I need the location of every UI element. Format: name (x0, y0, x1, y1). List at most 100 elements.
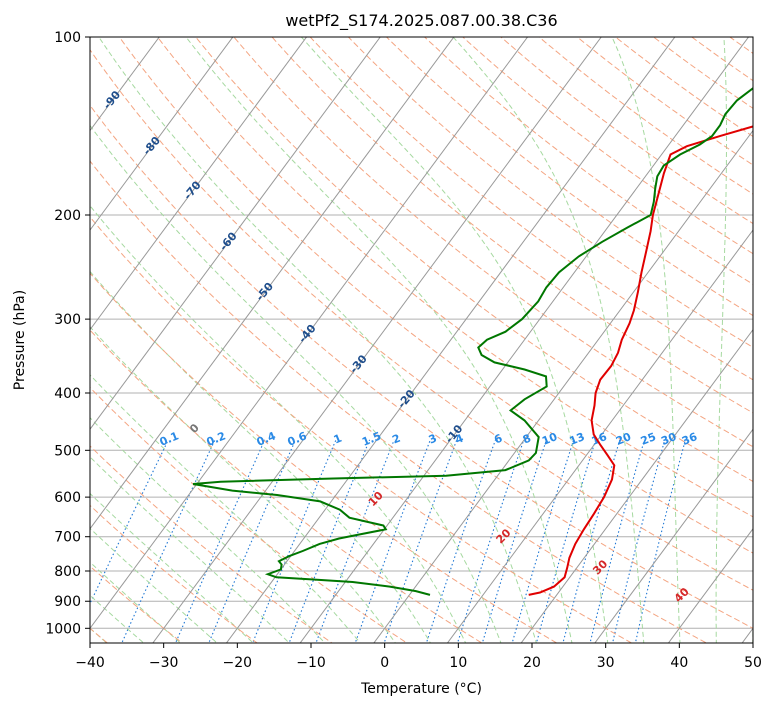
isotherm--90 (90, 37, 160, 132)
mixing-ratio-labels: 0.1 0.2 0.4 0.6 1 1.5 2 3 4 6 8 10 13 16 20 25 30 36 (158, 429, 700, 448)
dry-adiabat-70 (118, 37, 753, 554)
x-tick-label-1: −30 (149, 655, 179, 671)
mixing-ratio-label-10: 8 (521, 432, 533, 447)
dry-adiabat-80 (156, 37, 753, 518)
dry-adiabat-100 (233, 37, 753, 448)
isotherm--30 (152, 37, 602, 643)
moist-adiabat--30 (90, 561, 182, 643)
dry-adiabat-90 (195, 37, 753, 483)
moist-adiabat-45 (715, 37, 727, 643)
y-tick-label-8: 900 (54, 594, 81, 610)
isotherm-10 (446, 229, 753, 643)
mixing-ratio-label-17: 36 (680, 430, 699, 448)
y-tick-label-2: 300 (54, 312, 81, 328)
mixing-ratio-line-7 (354, 439, 431, 643)
y-tick-label-0: 100 (54, 30, 81, 46)
isotherm-grid (90, 37, 753, 643)
y-tick-label-6: 700 (54, 530, 81, 546)
moist-adiabats (90, 37, 753, 643)
y-axis-ticks: 100 200 300 400 500 600 700 800 900 1000 (45, 30, 90, 637)
dry-adiabat--20 (90, 504, 259, 643)
moist-adiabat-25 (185, 37, 573, 643)
dry-adiabat-10 (90, 329, 483, 643)
x-axis-ticks: −40 −30 −20 −10 0 10 20 30 40 50 (75, 643, 762, 671)
moist-adiabat-5 (90, 270, 432, 643)
moist-adiabat-40 (611, 37, 681, 643)
isotherm--50 (90, 37, 455, 530)
isotherm-20 (520, 328, 753, 643)
dry-adiabat--10 (90, 445, 333, 643)
chart-title: wetPf2_S174.2025.087.00.38.C36 (285, 11, 557, 31)
sounding-series (192, 87, 753, 596)
dry-adiabat-50 (90, 104, 753, 629)
moist-adiabat-0 (90, 326, 397, 643)
x-tick-label-4: 0 (380, 655, 389, 671)
mixing-ratio-label-6: 2 (390, 432, 402, 447)
dry-adiabat-20 (90, 272, 558, 643)
mixing-ratio-label-4: 1 (332, 432, 344, 447)
dry-adiabat-30 (90, 216, 633, 643)
mixing-ratio-line-1 (121, 439, 216, 643)
isotherm--20 (225, 37, 676, 643)
x-tick-label-3: −10 (296, 655, 326, 671)
dry-adiabat-110 (271, 37, 753, 414)
mixing-ratio-line-9 (425, 439, 497, 643)
isotherm-0 (373, 129, 753, 643)
dry-adiabat-180 (538, 37, 753, 195)
moist-adiabat-30 (300, 37, 609, 643)
dry-adiabat-120 (309, 37, 753, 381)
dry-adiabat-60 (90, 48, 753, 591)
x-axis-title: Temperature (°C) (360, 681, 482, 697)
mixing-ratio-label-11: 10 (540, 430, 559, 448)
dry-adiabat-170 (500, 37, 753, 225)
dry-adiabat-140 (385, 37, 753, 317)
isotherm--40 (90, 37, 529, 630)
mixing-ratio-label-16: 30 (659, 430, 678, 448)
mixing-ratio-line-8 (383, 439, 458, 643)
mixing-ratio-label-15: 25 (639, 430, 658, 448)
y-tick-label-1: 200 (54, 208, 81, 224)
mixing-ratio-line-0 (90, 439, 169, 605)
y-tick-label-5: 600 (54, 490, 81, 506)
mixing-ratio-label-14: 20 (614, 430, 633, 448)
mixing-ratio-line-14 (562, 439, 621, 643)
mixing-ratio-line-3 (208, 439, 297, 643)
dry-adiabat-130 (347, 37, 753, 348)
moist-adiabat--10 (90, 417, 326, 643)
moist-adiabat-15 (90, 124, 502, 643)
x-tick-label-8: 40 (670, 655, 688, 671)
x-tick-label-6: 20 (523, 655, 541, 671)
y-axis-title: Pressure (hPa) (12, 290, 28, 390)
isotherm-40 (667, 527, 753, 643)
dry-adiabat-40 (90, 160, 708, 643)
mixing-ratio-label-7: 3 (427, 432, 439, 447)
dry-adiabat-160 (462, 37, 753, 255)
dry-adiabat-190 (576, 37, 753, 166)
y-tick-label-9: 1000 (45, 621, 81, 637)
x-tick-label-5: 10 (449, 655, 467, 671)
moist-adiabat-10 (90, 204, 467, 643)
dry-adiabat-0 (90, 386, 408, 643)
x-tick-label-9: 50 (744, 655, 762, 671)
dewpoint-profile-line (192, 87, 753, 596)
isotherm-30 (594, 428, 753, 643)
moist-adiabat-20 (98, 37, 537, 643)
moist-adiabat-35 (452, 37, 645, 643)
x-tick-label-0: −40 (75, 655, 105, 671)
isotherm--70 (90, 37, 308, 331)
mixing-ratio-line-10 (457, 439, 525, 643)
y-tick-label-7: 800 (54, 564, 81, 580)
mixing-ratio-label-12: 13 (568, 430, 587, 448)
plot-frame (89, 36, 754, 644)
x-tick-label-2: −20 (223, 655, 253, 671)
background-lines (90, 37, 753, 643)
mixing-ratio-line-12 (511, 439, 575, 643)
isotherm--80 (90, 37, 234, 231)
y-tick-label-3: 400 (54, 386, 81, 402)
moist-adiabat--20 (90, 492, 254, 643)
isotherm--60 (90, 37, 381, 431)
moist-adiabat--5 (90, 374, 361, 643)
y-tick-label-4: 500 (54, 443, 81, 459)
